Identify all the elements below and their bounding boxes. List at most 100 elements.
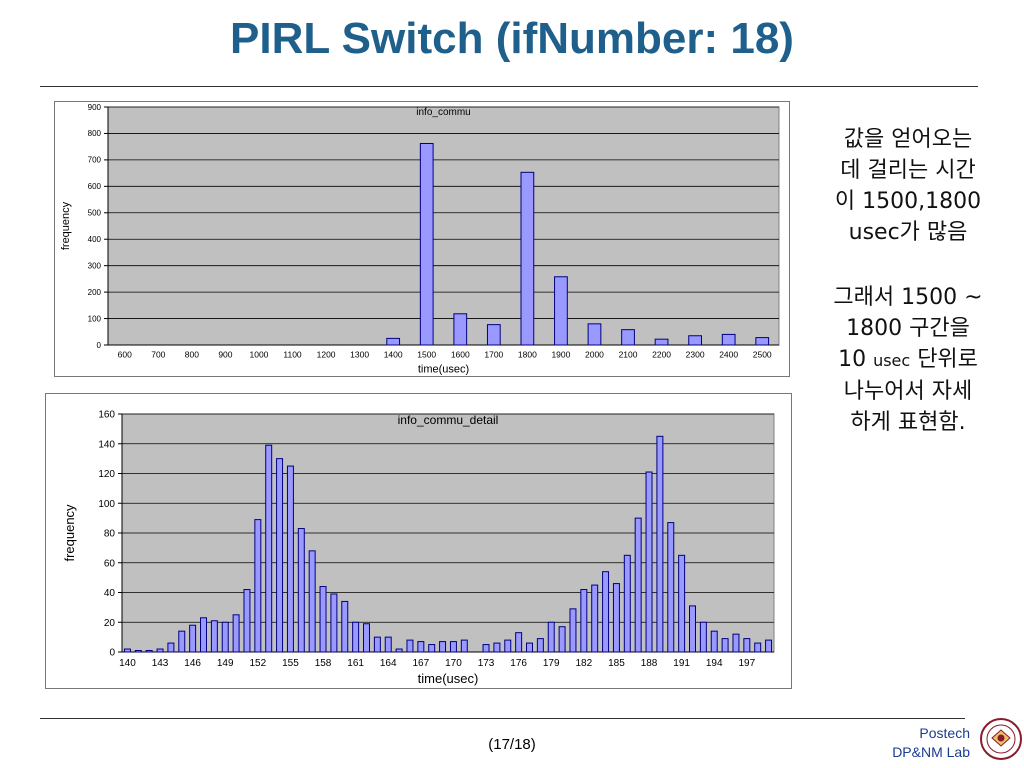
bar <box>721 638 729 653</box>
x-tick-label: 140 <box>119 658 136 669</box>
note-line: 1800 구간을 <box>846 316 970 341</box>
bar <box>732 633 740 653</box>
bar <box>493 642 501 653</box>
y-axis-label: frequency <box>62 504 77 562</box>
bar <box>265 444 273 653</box>
y-tick-label: 0 <box>109 648 115 659</box>
bar <box>587 323 602 346</box>
bar <box>319 586 327 653</box>
x-tick-label: 1200 <box>317 350 336 360</box>
bar <box>515 632 523 653</box>
title-divider <box>40 86 978 87</box>
bar <box>689 605 696 653</box>
y-tick-label: 20 <box>104 618 116 629</box>
bar <box>656 435 664 653</box>
y-tick-label: 600 <box>88 182 102 191</box>
x-tick-label: 146 <box>184 658 201 669</box>
chart-info-commu: 0 100 200 300 400 500 600 700 800 900 600 700 800 900… <box>54 101 790 377</box>
chart-title: info_commu <box>416 107 470 118</box>
bar <box>308 550 316 653</box>
bar <box>439 641 447 653</box>
page-number: (17/18) <box>488 736 536 753</box>
bar <box>384 636 392 653</box>
note-segment: 10 <box>838 347 874 372</box>
bar <box>520 171 535 346</box>
bar <box>123 648 131 653</box>
footer-divider <box>40 718 965 719</box>
x-tick-label: 167 <box>412 658 429 669</box>
bar <box>623 554 631 653</box>
x-tick-label: 1100 <box>283 350 302 360</box>
bar <box>406 639 414 653</box>
note-segment: 단위로 <box>910 347 978 372</box>
bar <box>580 589 588 653</box>
bar <box>612 583 620 653</box>
x-tick-label: 164 <box>380 658 397 669</box>
y-tick-label: 100 <box>88 314 102 323</box>
x-tick-label: 194 <box>706 658 723 669</box>
lab-name: Postech DP&NM Lab <box>892 724 970 762</box>
bar <box>134 650 142 653</box>
bar <box>200 617 207 653</box>
note-line: 그래서 1500 ~ <box>833 285 983 310</box>
bar <box>558 626 566 653</box>
bar <box>145 650 153 653</box>
bar <box>754 642 762 653</box>
note-line: 데 걸리는 시간 <box>840 158 976 183</box>
bar <box>678 554 686 653</box>
bar <box>486 324 501 346</box>
bar <box>428 644 436 653</box>
bar <box>297 528 305 653</box>
x-tick-label: 143 <box>152 658 169 669</box>
bar <box>602 571 610 653</box>
y-tick-label: 140 <box>98 439 115 450</box>
x-axis-label: time(usec) <box>418 671 479 686</box>
x-tick-label: 155 <box>282 658 299 669</box>
x-tick-label: 173 <box>478 658 495 669</box>
bar <box>352 621 360 653</box>
bar <box>341 600 349 653</box>
x-tick-label: 700 <box>151 350 165 360</box>
bar <box>254 519 262 653</box>
note-line: 10 usec 단위로 <box>808 344 1008 376</box>
y-tick-label: 40 <box>104 588 116 599</box>
bar <box>634 517 642 653</box>
x-tick-label: 191 <box>673 658 690 669</box>
page-title: PIRL Switch (ifNumber: 18) <box>230 14 794 63</box>
x-tick-label: 1000 <box>250 350 269 360</box>
chart-info-commu-detail: 0 20 40 60 80 100 120 140 160 140 143 146 149 152 155 1… <box>45 393 792 689</box>
x-tick-label: 2000 <box>585 350 604 360</box>
y-tick-label: 0 <box>97 341 102 350</box>
bar <box>419 142 434 346</box>
bar <box>667 522 675 653</box>
bar <box>699 621 707 653</box>
bar <box>221 621 229 653</box>
x-tick-label: 152 <box>249 658 266 669</box>
bar <box>449 641 457 653</box>
x-tick-label: 1700 <box>484 350 503 360</box>
x-tick-label: 197 <box>738 658 755 669</box>
bar <box>156 648 164 653</box>
bar <box>210 620 218 653</box>
y-tick-label: 500 <box>88 209 102 218</box>
bar <box>645 471 653 653</box>
bar <box>417 641 425 653</box>
bar <box>453 313 468 346</box>
x-axis-label: time(usec) <box>418 364 469 376</box>
bar <box>482 644 490 653</box>
y-tick-label: 80 <box>104 529 116 540</box>
y-tick-label: 800 <box>88 129 102 138</box>
bar <box>569 608 577 653</box>
bar <box>710 630 718 653</box>
bar <box>547 621 555 653</box>
note-line: 하게 표현함. <box>850 410 966 435</box>
postech-university-seal-icon <box>980 718 1022 760</box>
y-tick-label: 900 <box>88 103 102 112</box>
note-line: 이 1500,1800 <box>834 189 982 214</box>
x-tick-label: 158 <box>315 658 332 669</box>
note-unit: usec <box>873 351 911 370</box>
y-tick-label: 700 <box>88 156 102 165</box>
x-tick-label: 188 <box>641 658 658 669</box>
bar <box>504 639 512 653</box>
bar <box>554 276 568 346</box>
